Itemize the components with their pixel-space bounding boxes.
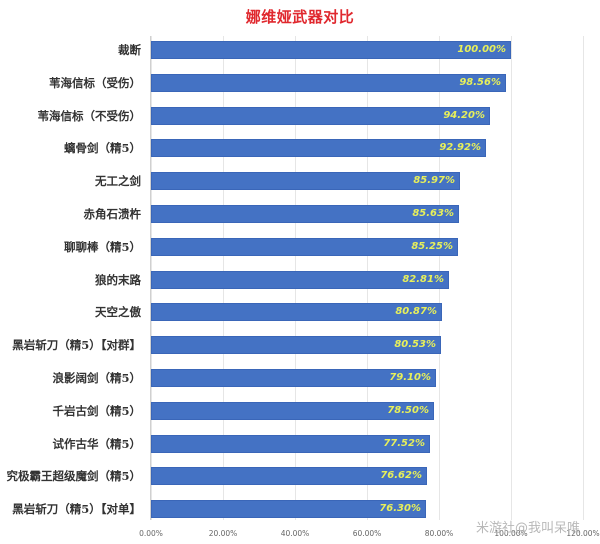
category-label: 无工之剑 [95,174,141,188]
bar-value-label: 94.20% [443,110,485,121]
bar-value-label: 98.56% [459,77,501,88]
bar-value-label: 85.25% [411,241,453,252]
bar: 80.53% [151,336,441,354]
gridline [583,36,584,520]
bar: 80.87% [151,303,442,321]
category-label: 千岩古剑（精5） [52,404,141,418]
bar: 76.30% [151,500,426,518]
bar-value-label: 79.10% [389,372,431,383]
watermark: 米游社@我叫呆唯 [476,521,581,536]
bar-value-label: 76.62% [380,470,422,481]
gridline [511,36,512,520]
x-tick-label: 40.00% [280,529,310,538]
bar-value-label: 92.92% [439,142,481,153]
x-tick-label: 100.00% [494,529,528,538]
category-label: 浪影阔剑（精5） [52,371,141,385]
bar: 98.56% [151,74,506,92]
bar-value-label: 78.50% [387,405,429,416]
bar: 79.10% [151,369,436,387]
category-label: 究极霸王超级魔剑（精5） [6,469,141,483]
bar: 76.62% [151,467,427,485]
bar-value-label: 80.53% [394,339,436,350]
category-label: 黑岩斩刀（精5）【对群】 [12,338,141,352]
bar: 82.81% [151,271,449,289]
bar: 85.25% [151,238,458,256]
category-label: 苇海信标（不受伤） [37,109,142,123]
category-label: 狼的末路 [95,273,141,287]
bar-value-label: 80.87% [395,306,437,317]
bar-value-label: 76.30% [379,503,421,514]
bar-value-label: 85.97% [413,175,455,186]
category-label: 天空之傲 [95,305,141,319]
bar: 78.50% [151,402,434,420]
category-label: 螭骨剑（精5） [63,141,141,155]
category-label: 聊聊棒（精5） [63,240,141,254]
bar: 85.63% [151,205,459,223]
x-tick-label: 60.00% [352,529,382,538]
category-label: 试作古华（精5） [52,437,141,451]
category-label: 苇海信标（受伤） [49,76,141,90]
bar: 85.97% [151,172,460,190]
bar-value-label: 82.81% [402,274,444,285]
bar: 92.92% [151,139,486,157]
y-axis-line [150,36,151,520]
bar: 100.00% [151,41,511,59]
category-label: 裁断 [118,43,141,57]
x-tick-label: 80.00% [424,529,454,538]
bar-value-label: 100.00% [457,44,506,55]
x-tick-label: 0.00% [139,529,163,538]
bar: 77.52% [151,435,430,453]
bar-value-label: 85.63% [412,208,454,219]
bar-value-label: 77.52% [383,438,425,449]
x-tick-label: 20.00% [208,529,238,538]
x-tick-label: 120.00% [566,529,600,538]
category-label: 赤角石溃杵 [83,207,142,221]
bar: 94.20% [151,107,490,125]
category-label: 黑岩斩刀（精5）【对单】 [12,502,141,516]
chart-title: 娜维娅武器对比 [245,8,355,26]
